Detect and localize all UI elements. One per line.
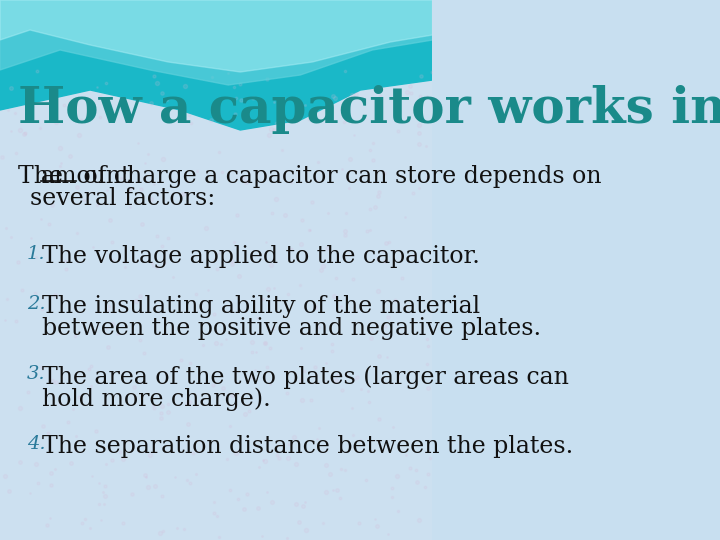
Text: How a capacitor works inside: How a capacitor works inside bbox=[18, 85, 720, 134]
Polygon shape bbox=[0, 0, 433, 130]
Text: 1.: 1. bbox=[27, 245, 45, 263]
Text: The: The bbox=[18, 165, 71, 188]
Polygon shape bbox=[0, 0, 433, 85]
Text: several factors:: several factors: bbox=[30, 187, 215, 210]
Bar bbox=[0, 70, 433, 540]
Text: 3.: 3. bbox=[27, 365, 45, 383]
Text: amount: amount bbox=[41, 165, 131, 188]
Text: The separation distance between the plates.: The separation distance between the plat… bbox=[42, 435, 573, 458]
Text: 2.: 2. bbox=[27, 295, 45, 313]
Text: The area of the two plates (larger areas can: The area of the two plates (larger areas… bbox=[42, 365, 569, 389]
Text: 4.: 4. bbox=[27, 435, 45, 453]
Text: The insulating ability of the material: The insulating ability of the material bbox=[42, 295, 480, 318]
Text: of charge a capacitor can store depends on: of charge a capacitor can store depends … bbox=[76, 165, 602, 188]
Text: hold more charge).: hold more charge). bbox=[42, 387, 271, 410]
Polygon shape bbox=[0, 0, 433, 72]
Text: between the positive and negative plates.: between the positive and negative plates… bbox=[42, 317, 541, 340]
Text: The voltage applied to the capacitor.: The voltage applied to the capacitor. bbox=[42, 245, 480, 268]
